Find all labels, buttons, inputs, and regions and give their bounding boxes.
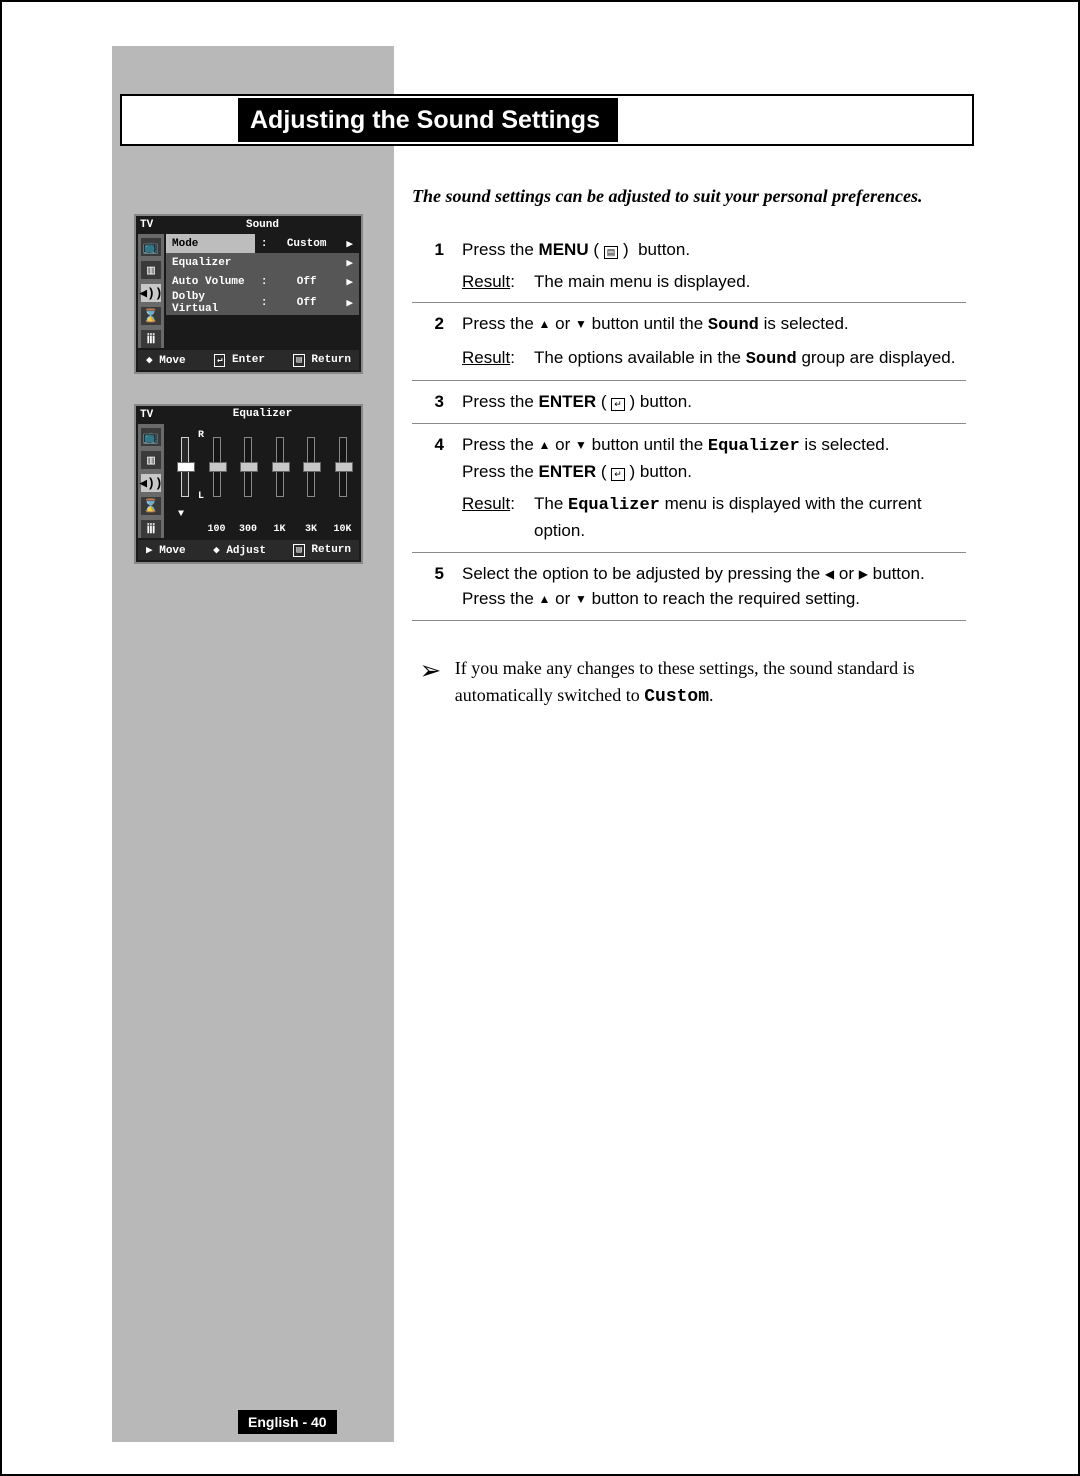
osd-sidebar-icon: ᎥᎥᎥ: [141, 330, 161, 348]
eq-band-label: 10K: [330, 520, 356, 538]
eq-selected-arrow-icon: ▼: [178, 509, 184, 520]
page-number-tag: English - 40: [238, 1410, 337, 1434]
osd-menu-row[interactable]: Dolby Virtual:Off▶: [166, 291, 359, 315]
osd-equalizer: TV 📺 ▥ ◀)) ⌛ ᎥᎥᎥ Equalizer R L ▼ 100 300 1K 3K 10K…: [134, 404, 363, 564]
osd-sidebar-icon: ⌛: [141, 307, 161, 325]
osd-header: Equalizer: [166, 408, 359, 424]
osd-footer: ◆ Move ↵ Enter ▤ Return: [138, 350, 359, 370]
eq-slider[interactable]: [172, 430, 198, 504]
osd-foot-return: ▤ Return: [293, 354, 351, 367]
osd-sidebar-icon: 📺: [141, 238, 161, 256]
page-title: Adjusting the Sound Settings: [238, 98, 618, 142]
osd-sidebar: 📺 ▥ ◀)) ⌛ ᎥᎥᎥ: [138, 424, 164, 538]
step-row: 2Press the ▲ or ▼ button until the Sound…: [412, 303, 966, 381]
step-number: 4: [412, 423, 458, 552]
osd-sound-menu: TV 📺 ▥ ◀)) ⌛ ᎥᎥᎥ Sound Mode:Custom▶Equalizer…: [134, 214, 363, 374]
osd-sidebar-icon: ◀)): [141, 474, 161, 492]
eq-slider[interactable]: [267, 430, 293, 504]
eq-band-label: 300: [235, 520, 261, 538]
step-number: 1: [412, 229, 458, 303]
step-row: 1Press the MENU ( ▤ ) button.Result:The …: [412, 229, 966, 303]
note-arrow-icon: ➢: [412, 655, 455, 711]
step-body: Press the ▲ or ▼ button until the Sound …: [458, 303, 966, 381]
osd-main: Sound Mode:Custom▶Equalizer▶Auto Volume:…: [166, 234, 359, 348]
osd-sidebar-icon: 📺: [141, 428, 161, 446]
osd-foot-return: ▤ Return: [293, 544, 351, 557]
step-number: 3: [412, 381, 458, 424]
osd-sidebar-icon: ▥: [141, 261, 161, 279]
eq-band-label: 100: [204, 520, 230, 538]
eq-slider[interactable]: [298, 430, 324, 504]
eq-slider-area: R L ▼: [166, 426, 359, 522]
manual-page: Adjusting the Sound Settings TV 📺 ▥ ◀)) ⌛ ᎥᎥ…: [0, 0, 1080, 1476]
osd-menu-row[interactable]: Equalizer▶: [166, 253, 359, 272]
step-body: Press the ▲ or ▼ button until the Equali…: [458, 423, 966, 552]
osd-tv-label: TV: [140, 409, 153, 421]
osd-foot-adjust: ◆ Adjust: [213, 543, 266, 557]
eq-slider[interactable]: [330, 430, 356, 504]
osd-tv-label: TV: [140, 219, 153, 231]
osd-menu-table: Mode:Custom▶Equalizer▶Auto Volume:Off▶Do…: [166, 234, 359, 315]
eq-slider[interactable]: [235, 430, 261, 504]
osd-sidebar: 📺 ▥ ◀)) ⌛ ᎥᎥᎥ: [138, 234, 164, 348]
osd-foot-enter: ↵ Enter: [214, 354, 265, 367]
osd-menu-row[interactable]: Auto Volume:Off▶: [166, 272, 359, 291]
osd-menu-row[interactable]: Mode:Custom▶: [166, 234, 359, 253]
eq-band-label: 3K: [298, 520, 324, 538]
osd-sidebar-icon: ◀)): [141, 284, 161, 302]
steps-table: 1Press the MENU ( ▤ ) button.Result:The …: [412, 229, 966, 621]
osd-sidebar-icon: ᎥᎥᎥ: [141, 520, 161, 538]
intro-text: The sound settings can be adjusted to su…: [412, 186, 966, 207]
step-body: Press the ENTER ( ↵ ) button.: [458, 381, 966, 424]
step-body: Select the option to be adjusted by pres…: [458, 552, 966, 620]
osd-header: Sound: [166, 216, 359, 234]
eq-rl-labels: L: [198, 491, 204, 502]
eq-band-label: 1K: [267, 520, 293, 538]
osd-sidebar-icon: ▥: [141, 451, 161, 469]
eq-rl-labels: R: [198, 430, 204, 441]
osd-foot-move: ▶ Move: [146, 543, 186, 557]
eq-slider[interactable]: [204, 430, 230, 504]
note-text: If you make any changes to these setting…: [455, 655, 966, 711]
step-number: 5: [412, 552, 458, 620]
osd-sidebar-icon: ⌛: [141, 497, 161, 515]
osd-footer: ▶ Move ◆ Adjust ▤ Return: [138, 540, 359, 560]
step-row: 5Select the option to be adjusted by pre…: [412, 552, 966, 620]
step-row: 4Press the ▲ or ▼ button until the Equal…: [412, 423, 966, 552]
content-area: The sound settings can be adjusted to su…: [412, 186, 966, 711]
step-row: 3Press the ENTER ( ↵ ) button.: [412, 381, 966, 424]
step-number: 2: [412, 303, 458, 381]
osd-foot-move: ◆ Move: [146, 353, 186, 367]
step-body: Press the MENU ( ▤ ) button.Result:The m…: [458, 229, 966, 303]
note-block: ➢ If you make any changes to these setti…: [412, 655, 966, 711]
